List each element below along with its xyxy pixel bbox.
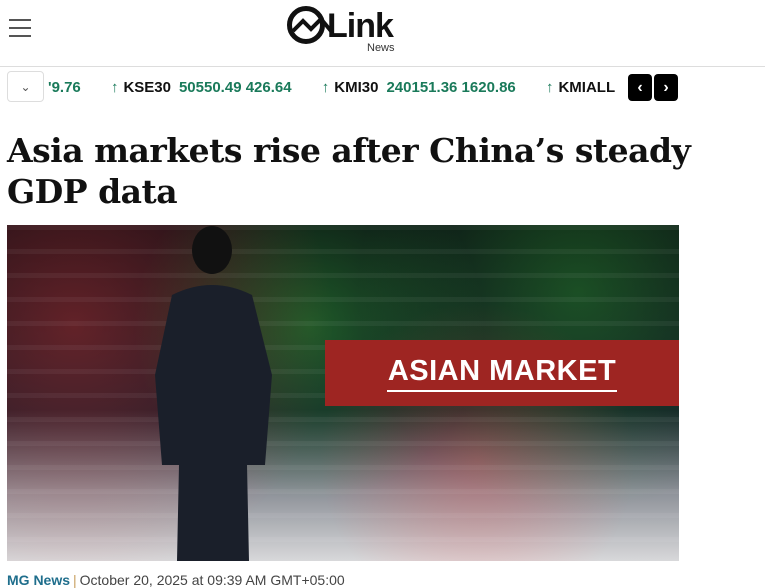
meta-separator: | — [73, 572, 77, 588]
article-title: Asia markets rise after China’s steady G… — [7, 131, 691, 211]
article-meta: MG News | October 20, 2025 at 09:39 AM GMT… — [7, 572, 345, 588]
article-source-link[interactable]: MG News — [7, 572, 71, 588]
asian-market-banner: ASIAN MARKET — [325, 340, 679, 406]
banner-text: ASIAN MARKET — [387, 354, 617, 387]
up-arrow-icon: ↑ — [545, 79, 554, 96]
ticker-item[interactable]: ↑ KSE30 50550.49 426.64 — [110, 79, 292, 96]
businessman-silhouette — [155, 226, 272, 561]
ticker-prev-button[interactable]: ‹ — [628, 74, 652, 101]
ticker-item[interactable]: ↑ KMIALL — [545, 79, 616, 96]
up-arrow-icon: ↑ — [321, 79, 330, 96]
up-arrow-icon: ↑ — [110, 79, 119, 96]
article-date: October 20, 2025 at 09:39 AM GMT+05:00 — [79, 572, 345, 588]
ticker-dropdown-button[interactable]: ⌄ — [7, 71, 44, 102]
ticker-item[interactable]: ↑ KMI30 240151.36 1620.86 — [321, 79, 516, 96]
logo-text: Link — [327, 7, 394, 45]
hamburger-menu-icon[interactable] — [9, 19, 31, 37]
ticker-item[interactable]: '9.76 — [48, 79, 81, 96]
logo-mark-icon — [287, 6, 325, 44]
ticker-track: '9.76 ↑ KSE30 50550.49 426.64 ↑ KMI30 240151… — [48, 71, 628, 104]
ticker-next-button[interactable]: › — [654, 74, 678, 101]
market-ticker: ⌄ '9.76 ↑ KSE30 50550.49 426.64 ↑ KMI30 2401… — [0, 71, 680, 104]
article-hero-image: ASIAN MARKET — [7, 225, 679, 561]
site-header: Link News — [0, 0, 765, 67]
site-logo[interactable]: Link News — [287, 5, 402, 57]
logo-chart-icon — [291, 16, 333, 33]
logo-subtext: News — [367, 42, 395, 54]
